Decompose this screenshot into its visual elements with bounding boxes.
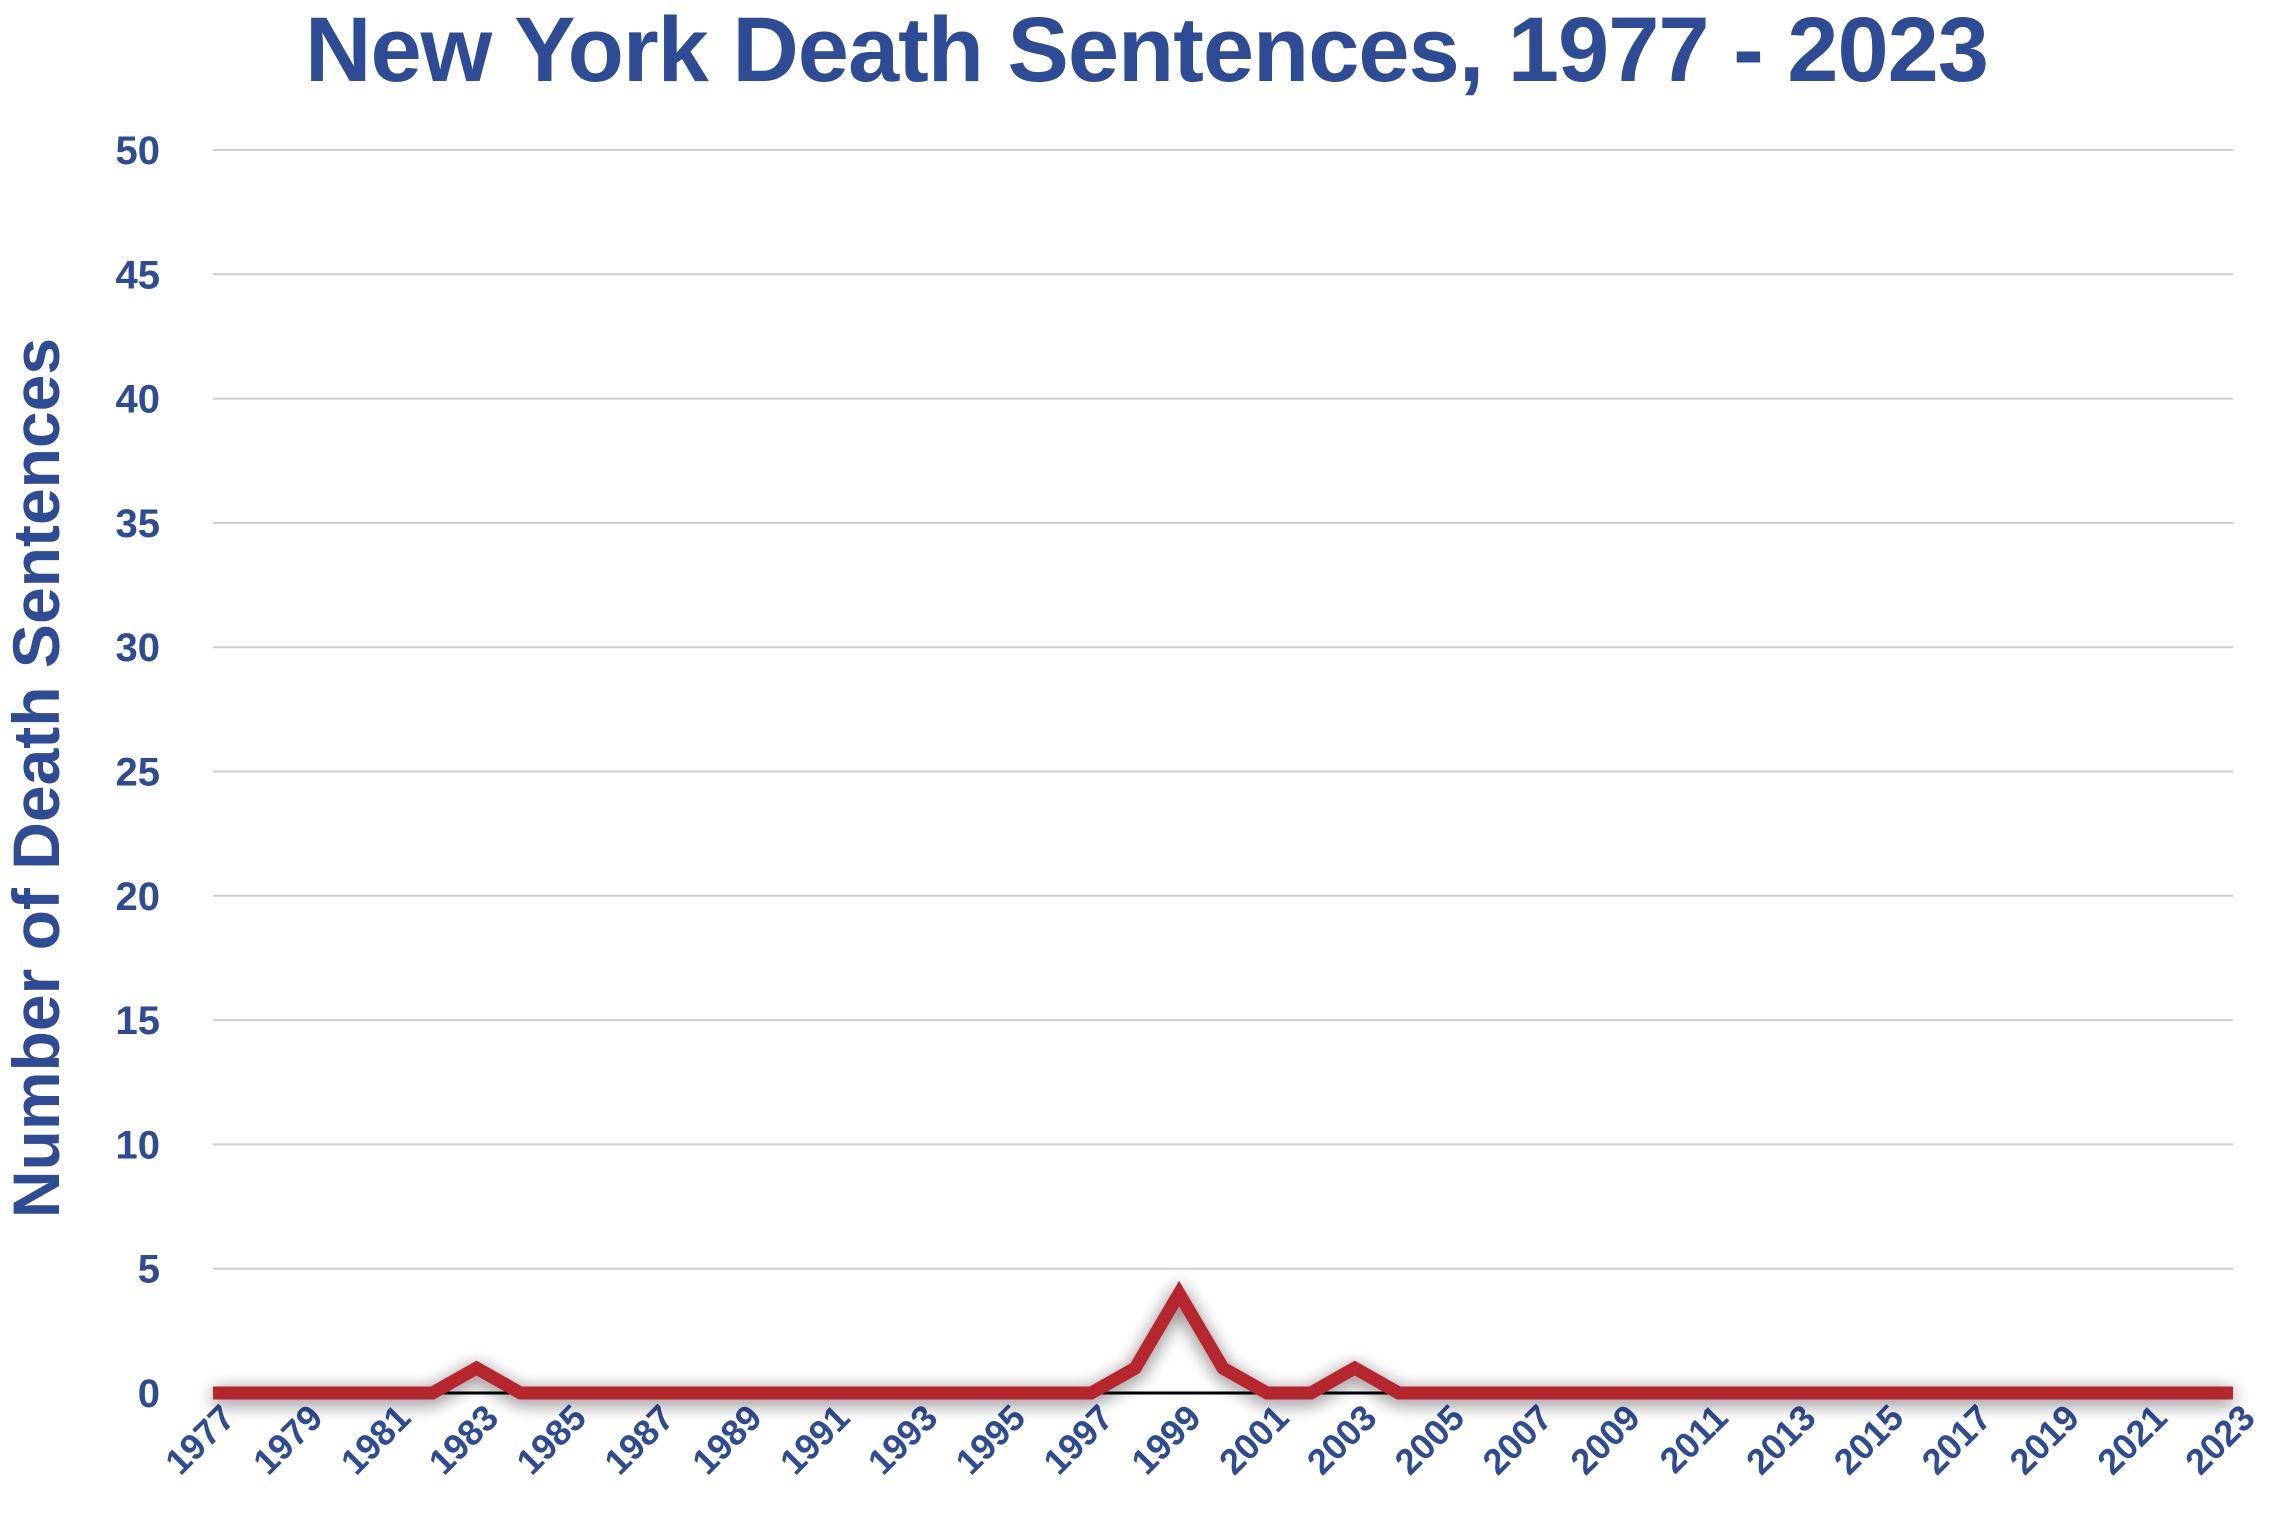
- series-line: [213, 1280, 2233, 1400]
- data-point-2002: [1309, 1391, 1313, 1395]
- data-point-2010: [1660, 1391, 1664, 1395]
- data-point-2004: [1397, 1391, 1401, 1395]
- data-point-1981: [387, 1391, 391, 1395]
- data-point-1987: [650, 1391, 654, 1395]
- series-layer: [211, 1280, 2235, 1400]
- x-tick-label: 1997: [1035, 1397, 1121, 1483]
- y-tick-label: 20: [116, 875, 161, 919]
- chart-title: New York Death Sentences, 1977 - 2023: [305, 0, 1989, 101]
- data-point-1986: [606, 1391, 610, 1395]
- data-point-1990: [782, 1391, 786, 1395]
- x-tick-label: 2005: [1387, 1397, 1473, 1483]
- data-point-2011: [1704, 1391, 1708, 1395]
- x-tick-label: 1981: [333, 1397, 419, 1483]
- data-point-1980: [343, 1391, 347, 1395]
- x-tick-label: 1985: [508, 1397, 594, 1483]
- data-point-1991: [826, 1391, 830, 1395]
- x-tick-label: 2023: [2177, 1397, 2263, 1483]
- data-point-2022: [2187, 1391, 2191, 1395]
- x-tick-label: 2015: [1826, 1397, 1912, 1483]
- x-tick-label: 1989: [684, 1397, 770, 1483]
- y-tick-label: 40: [116, 378, 161, 422]
- x-tick-label: 2013: [1738, 1397, 1824, 1483]
- data-point-2021: [2143, 1391, 2147, 1395]
- x-tick-label: 2007: [1474, 1397, 1560, 1483]
- data-point-2013: [1792, 1391, 1796, 1395]
- x-tick-label: 2003: [1299, 1397, 1385, 1483]
- data-point-2023: [2231, 1391, 2235, 1395]
- y-tick-label: 0: [138, 1372, 160, 1416]
- data-point-1983: [474, 1366, 478, 1370]
- data-point-2017: [1968, 1391, 1972, 1395]
- data-point-1982: [431, 1391, 435, 1395]
- data-point-2020: [2099, 1391, 2103, 1395]
- y-tick-label: 5: [138, 1248, 160, 1292]
- x-tick-label: 1977: [157, 1397, 243, 1483]
- data-point-1992: [870, 1391, 874, 1395]
- data-point-1998: [1133, 1366, 1137, 1370]
- data-point-1993: [914, 1391, 918, 1395]
- data-point-1985: [562, 1391, 566, 1395]
- data-point-2003: [1353, 1366, 1357, 1370]
- data-point-2014: [1836, 1391, 1840, 1395]
- data-point-1979: [299, 1391, 303, 1395]
- data-point-2007: [1528, 1391, 1532, 1395]
- data-point-1997: [1089, 1391, 1093, 1395]
- y-tick-label: 35: [116, 502, 161, 546]
- y-tick-label: 30: [116, 626, 161, 670]
- data-point-1988: [694, 1391, 698, 1395]
- data-point-2008: [1572, 1391, 1576, 1395]
- y-axis-label: Number of Death Sentences: [0, 338, 73, 1218]
- data-point-1977: [211, 1391, 215, 1395]
- y-tick-label: 50: [116, 129, 161, 173]
- x-tick-label: 1999: [1123, 1397, 1209, 1483]
- y-axis-ticks: 0 5 10 15 20 25 30 35 40 45 50: [116, 129, 161, 1416]
- y-tick-label: 25: [116, 751, 161, 795]
- y-tick-label: 15: [116, 999, 161, 1043]
- data-point-2000: [1221, 1366, 1225, 1370]
- y-tick-label: 10: [116, 1123, 161, 1167]
- data-point-2015: [1880, 1391, 1884, 1395]
- data-point-1996: [1045, 1391, 1049, 1395]
- data-point-1994: [958, 1391, 962, 1395]
- x-tick-label: 2017: [1914, 1397, 2000, 1483]
- x-tick-label: 2009: [1562, 1397, 1648, 1483]
- y-tick-label: 45: [116, 253, 161, 297]
- x-tick-label: 2011: [1651, 1397, 1735, 1481]
- x-tick-label: 2021: [2089, 1397, 2175, 1483]
- data-point-2019: [2055, 1391, 2059, 1395]
- data-point-2009: [1616, 1391, 1620, 1395]
- data-point-1989: [738, 1391, 742, 1395]
- x-tick-label: 2001: [1211, 1397, 1297, 1483]
- x-tick-label: 1993: [860, 1397, 946, 1483]
- data-point-1999: [1177, 1292, 1181, 1296]
- data-point-2018: [2011, 1391, 2015, 1395]
- x-tick-label: 1983: [421, 1397, 507, 1483]
- data-point-2005: [1441, 1391, 1445, 1395]
- data-point-2001: [1265, 1391, 1269, 1395]
- x-axis-ticks: 1977 1979 1981 1983 1985 1987 1989 1991 1993 1995…: [157, 1397, 2263, 1483]
- x-tick-label: 1991: [772, 1397, 858, 1483]
- data-point-2006: [1484, 1391, 1488, 1395]
- x-tick-label: 1979: [245, 1397, 331, 1483]
- x-tick-label: 1995: [947, 1397, 1033, 1483]
- data-point-1978: [255, 1391, 259, 1395]
- data-point-2016: [1924, 1391, 1928, 1395]
- x-tick-label: 1987: [596, 1397, 682, 1483]
- data-point-1995: [1001, 1391, 1005, 1395]
- data-point-2012: [1748, 1391, 1752, 1395]
- data-point-1984: [518, 1391, 522, 1395]
- x-tick-label: 2019: [2001, 1397, 2087, 1483]
- gridlines: [213, 149, 2233, 1270]
